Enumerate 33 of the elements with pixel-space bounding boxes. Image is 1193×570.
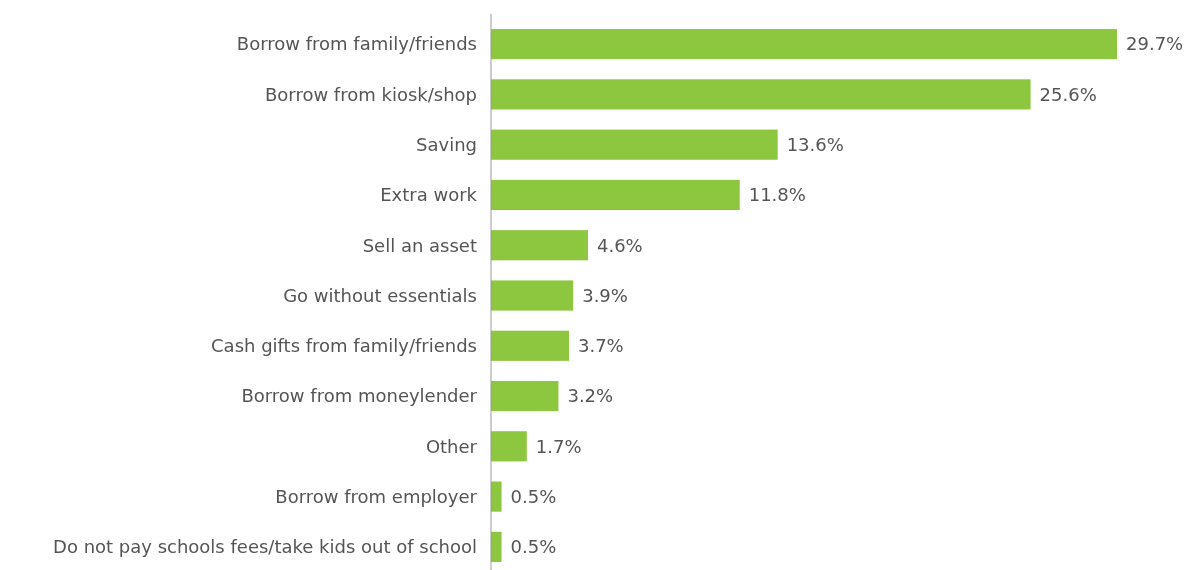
bar [491,531,502,562]
data-label: 11.8% [748,184,806,206]
bar [491,29,1117,60]
y-tick-label: Cash gifts from family/friends [211,335,477,357]
data-label: 3.9% [582,284,628,306]
bar [491,179,740,211]
y-tick-label: Borrow from moneylender [241,385,478,407]
bar [491,129,778,160]
data-label: 29.7% [1126,33,1184,55]
y-tick-label: Extra work [380,184,478,206]
y-tick-label: Borrow from family/friends [236,33,477,55]
data-label: 0.5% [510,485,557,507]
bar [491,280,574,311]
data-label: 3.7% [577,335,624,357]
data-label: 25.6% [1039,83,1097,105]
y-tick-label: Sell an asset [362,234,477,256]
bar [491,79,1031,110]
data-label: 4.6% [596,234,643,256]
y-tick-label: Borrow from employer [275,485,478,507]
y-tick-label: Other [425,435,478,457]
data-label: 0.5% [510,536,557,558]
bar [491,481,502,512]
bar [491,230,588,261]
y-tick-label: Do not pay schools fees/take kids out of school [53,536,477,558]
bar [491,431,527,462]
y-tick-label: Go without essentials [283,284,477,306]
bar [491,380,559,412]
bar [491,330,569,361]
data-label: 3.2% [567,385,614,407]
y-tick-label: Saving [416,133,477,155]
data-label: 13.6% [786,133,844,155]
y-tick-label: Borrow from kiosk/shop [264,83,477,105]
data-label: 1.7% [535,435,582,457]
